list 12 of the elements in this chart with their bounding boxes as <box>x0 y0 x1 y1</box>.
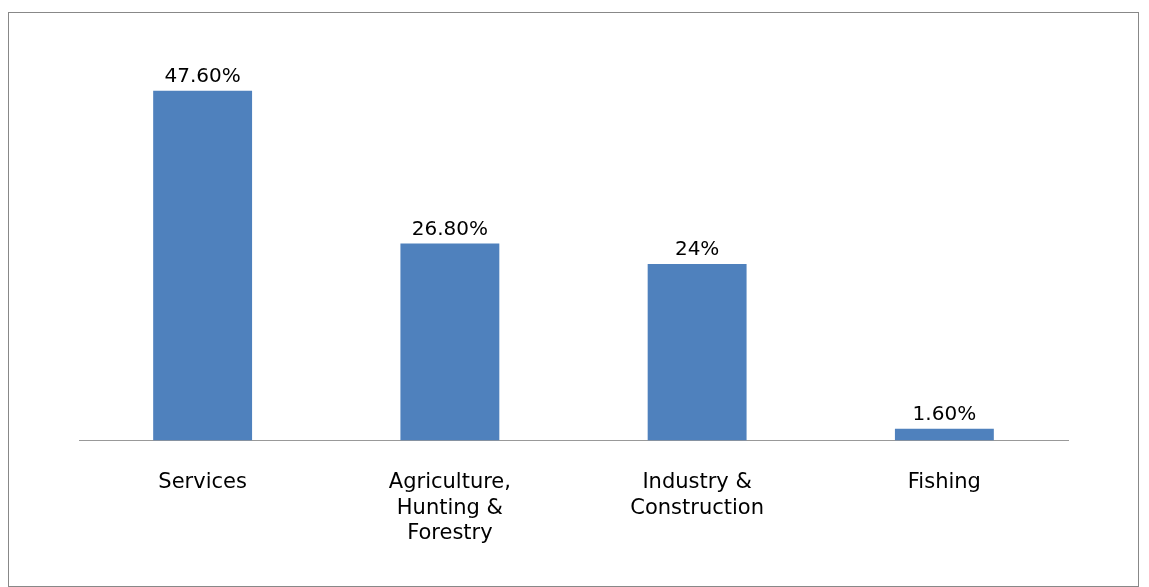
data-label: 26.80% <box>411 215 489 240</box>
bar <box>153 90 253 441</box>
x-tick-label: Services <box>158 469 247 494</box>
data-label: 24% <box>674 236 720 261</box>
bar <box>647 264 747 441</box>
bar <box>400 243 500 441</box>
x-tick-label: Industry & Construction <box>630 469 764 519</box>
x-tick-label: Agriculture, Hunting & Forestry <box>388 469 511 544</box>
bar <box>894 428 994 441</box>
x-tick-label: Fishing <box>907 469 981 494</box>
data-label: 47.60% <box>164 62 241 87</box>
data-label: 1.60% <box>912 400 977 425</box>
